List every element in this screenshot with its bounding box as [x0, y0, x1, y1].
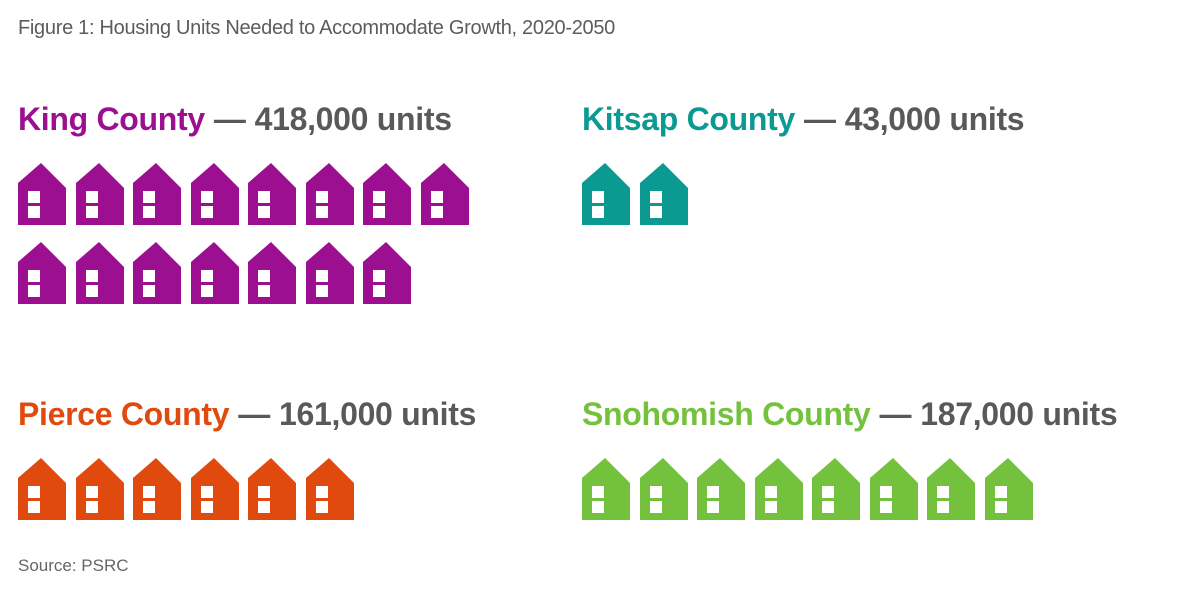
county-name: Kitsap County	[582, 101, 795, 137]
county-section-pierce: Pierce County —161,000 units	[18, 391, 476, 520]
house-icon	[18, 163, 66, 225]
house-icon	[639, 458, 688, 520]
house-icon	[582, 458, 630, 520]
county-heading: King County —418,000 units	[18, 96, 473, 142]
house-icon	[75, 242, 124, 304]
county-heading: Snohomish County —187,000 units	[582, 391, 1118, 437]
house-icon	[305, 458, 354, 520]
house-icon	[305, 163, 354, 225]
house-icon	[420, 163, 469, 225]
figure-source: Source: PSRC	[18, 556, 129, 575]
county-units: 161,000 units	[278, 396, 477, 432]
house-icon	[639, 163, 688, 225]
county-heading: Pierce County —161,000 units	[18, 391, 476, 437]
house-icon	[363, 242, 411, 304]
county-heading: Kitsap County —43,000 units	[582, 96, 1025, 142]
house-icon	[305, 242, 354, 304]
house-icon	[697, 458, 745, 520]
house-pictogram-kitsap	[582, 163, 1024, 225]
house-icon	[190, 163, 239, 225]
house-icon	[869, 458, 918, 520]
house-icon	[75, 458, 124, 520]
house-icon	[984, 458, 1033, 520]
house-icon	[812, 458, 860, 520]
house-icon	[190, 458, 239, 520]
heading-dash: —	[804, 101, 836, 137]
county-name: Pierce County	[18, 396, 230, 432]
heading-dash: —	[879, 396, 912, 432]
house-pictogram-snohomish	[582, 458, 1117, 520]
house-icon	[754, 458, 803, 520]
house-icon	[18, 242, 66, 304]
county-name: Snohomish County	[582, 396, 871, 432]
house-icon	[190, 242, 239, 304]
house-icon	[248, 242, 296, 304]
county-name: King County	[18, 101, 205, 137]
county-units: 187,000 units	[920, 396, 1118, 432]
house-icon	[248, 163, 296, 225]
heading-dash: —	[213, 101, 246, 137]
house-icon	[582, 163, 630, 225]
house-icon	[248, 458, 296, 520]
county-units: 418,000 units	[254, 101, 452, 137]
house-icon	[75, 163, 124, 225]
heading-dash: —	[238, 396, 270, 432]
house-pictogram-pierce	[18, 458, 476, 520]
figure-title: Figure 1: Housing Units Needed to Accomm…	[18, 17, 615, 39]
county-section-king: King County —418,000 units	[18, 96, 473, 304]
house-icon	[133, 242, 181, 304]
house-icon	[363, 163, 411, 225]
county-section-snohomish: Snohomish County —187,000 units	[582, 391, 1118, 520]
house-icon	[18, 458, 66, 520]
county-units: 43,000 units	[844, 101, 1025, 137]
county-section-kitsap: Kitsap County —43,000 units	[582, 96, 1025, 225]
house-pictogram-king	[18, 163, 473, 304]
house-icon	[927, 458, 975, 520]
house-icon	[133, 458, 181, 520]
house-icon	[133, 163, 181, 225]
